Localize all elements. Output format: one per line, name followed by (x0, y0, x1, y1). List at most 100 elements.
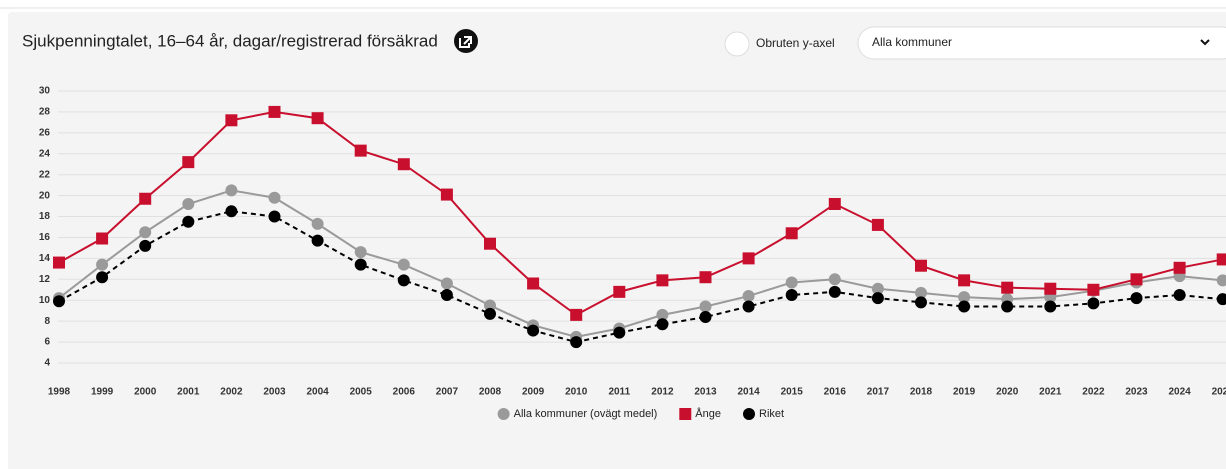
point (656, 274, 669, 287)
point (699, 300, 712, 313)
point (1130, 292, 1143, 305)
point (268, 191, 281, 204)
point (96, 271, 109, 284)
point (268, 210, 281, 223)
dropdown-value: Alla kommuner (872, 35, 952, 49)
x-tick-label: 2018 (910, 387, 933, 398)
point (96, 258, 109, 271)
point (699, 310, 712, 323)
chevron (1200, 39, 1210, 46)
point (1173, 289, 1186, 301)
point (1001, 281, 1014, 294)
chart-title: Sjukpenningtalet, 16–64 år, dagar/regist… (22, 31, 438, 50)
point (785, 227, 798, 240)
point (958, 274, 971, 287)
point (311, 112, 324, 125)
y-tick-label: 6 (44, 337, 50, 348)
point (656, 308, 669, 321)
point (699, 271, 712, 284)
point (139, 192, 152, 205)
legend-swatch (679, 408, 692, 420)
point (1087, 283, 1100, 296)
legend-label: Riket (759, 408, 784, 420)
x-tick-label: 2008 (479, 387, 502, 398)
x-tick-label: 2016 (824, 387, 847, 398)
toggle[interactable] (724, 31, 750, 57)
point (53, 256, 65, 269)
x-tick-label: 2017 (867, 387, 890, 398)
x-tick-label: 2003 (263, 387, 286, 398)
series-line (58, 210, 1223, 344)
external-link-icon[interactable] (454, 29, 478, 53)
point (871, 282, 884, 295)
x-tick-label: 2001 (177, 387, 200, 398)
point (225, 114, 238, 127)
y-tick-label: 4 (44, 358, 50, 369)
point (182, 156, 195, 169)
point (397, 258, 410, 271)
x-tick-label: 2013 (694, 387, 717, 398)
x-tick-label: 2023 (1125, 387, 1148, 398)
point (96, 232, 109, 245)
x-tick-label: 2010 (565, 387, 588, 398)
point (527, 324, 540, 337)
point (268, 105, 281, 118)
point (1173, 261, 1186, 274)
toggle-label: Obruten y-axel (756, 36, 835, 50)
x-tick-label: 2014 (737, 387, 760, 398)
y-tick-label: 28 (39, 107, 51, 118)
point (915, 259, 927, 272)
point (182, 197, 195, 210)
x-tick-label: 2011 (608, 387, 630, 398)
point (182, 215, 195, 228)
y-tick-label: 30 (39, 86, 51, 97)
x-tick-label: 1998 (48, 387, 71, 398)
point (570, 336, 583, 349)
y-tick-label: 26 (39, 127, 51, 138)
point (828, 285, 841, 298)
point (484, 237, 496, 250)
point (1130, 273, 1143, 286)
point (354, 246, 367, 259)
point (742, 252, 755, 265)
point (958, 300, 971, 313)
point (1087, 297, 1100, 310)
point (225, 205, 238, 218)
point (656, 318, 669, 331)
point (742, 300, 755, 313)
x-tick-label: 2019 (953, 387, 976, 398)
point (742, 290, 755, 303)
point (915, 286, 927, 299)
point (871, 292, 884, 305)
x-tick-label: 2015 (781, 387, 804, 398)
point (53, 295, 65, 308)
x-tick-label: 2020 (996, 387, 1019, 398)
point (570, 308, 583, 321)
point (397, 274, 410, 287)
x-tick-label: 2005 (350, 387, 373, 398)
point (440, 188, 453, 201)
point (1044, 300, 1057, 313)
y-tick-label: 10 (39, 295, 51, 306)
point (1216, 274, 1226, 287)
dropdown[interactable] (857, 26, 1226, 60)
x-tick-label: 2009 (522, 387, 545, 398)
legend-swatch (743, 408, 756, 420)
point (484, 299, 496, 312)
legend-swatch (497, 408, 510, 420)
x-tick-label: 2021 (1039, 387, 1062, 398)
point (785, 276, 798, 289)
y-tick-label: 8 (44, 316, 50, 327)
x-tick-label: 2024 (1168, 387, 1191, 398)
x-tick-label: 2022 (1082, 387, 1105, 398)
point (139, 226, 152, 239)
x-tick-label: 1999 (91, 387, 114, 398)
point (785, 289, 798, 301)
point (397, 158, 410, 171)
point (354, 144, 367, 157)
point (311, 234, 324, 247)
y-tick-label: 14 (39, 253, 51, 264)
x-tick-label: 2000 (134, 387, 157, 398)
